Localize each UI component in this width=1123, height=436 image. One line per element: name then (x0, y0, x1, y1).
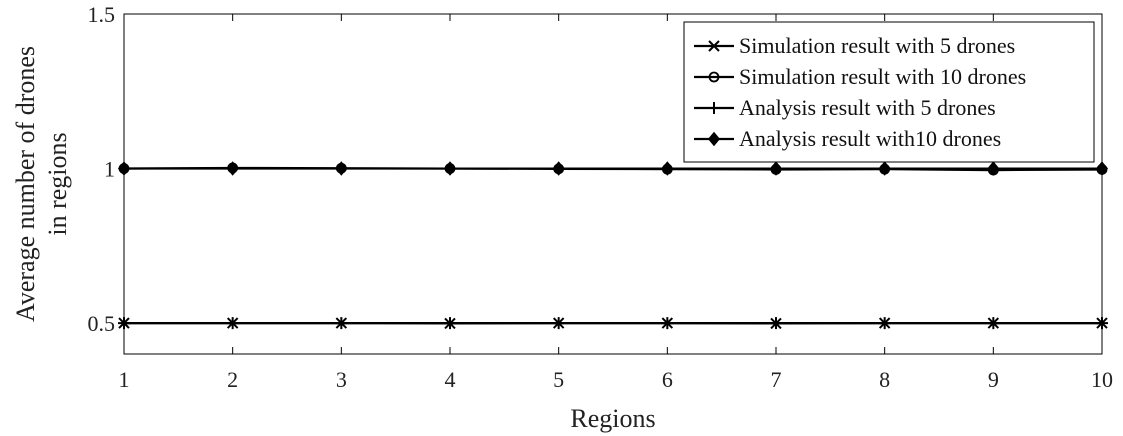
data-point (987, 161, 1000, 176)
x-tick-label: 4 (445, 367, 456, 392)
y-tick-label: 1 (104, 157, 115, 182)
legend-marker (708, 71, 720, 83)
legend-label: Simulation result with 5 drones (739, 33, 1015, 58)
legend-box (683, 21, 1095, 163)
legend-item-3: Analysis result with10 drones (694, 126, 1001, 151)
legend: Simulation result with 5 drones Simulatio… (683, 21, 1095, 163)
data-point (552, 161, 565, 176)
data-point (878, 161, 891, 176)
x-tick-label: 3 (336, 367, 347, 392)
x-tick-label: 8 (879, 367, 890, 392)
data-point (987, 317, 1000, 330)
legend-marker (708, 102, 720, 114)
y-axis-label-line-2: in regions (43, 132, 72, 235)
y-axis-label-line-1: Average number of drones (11, 46, 40, 322)
x-tick-label: 5 (553, 367, 564, 392)
y-tick-label: 1.5 (88, 2, 116, 27)
data-point (552, 317, 565, 330)
data-point (661, 317, 674, 330)
data-series (117, 161, 1109, 330)
series-3 (117, 161, 1109, 176)
axis-ticks: 1 2 3 4 5 6 7 8 9 10 0.5 1 1.5 (88, 2, 1114, 392)
data-point (443, 161, 457, 176)
x-tick-label: 7 (771, 367, 782, 392)
data-point (770, 317, 782, 330)
x-tick-label: 1 (119, 367, 130, 392)
data-point (335, 317, 348, 330)
data-point (769, 161, 783, 176)
data-point (661, 161, 674, 176)
x-tick-label: 9 (988, 367, 999, 392)
x-tick-label: 10 (1091, 367, 1113, 392)
data-point (1096, 317, 1108, 330)
legend-label: Analysis result with 5 drones (739, 95, 996, 120)
legend-marker (708, 40, 720, 52)
data-point (226, 161, 239, 176)
data-point (117, 161, 131, 176)
data-point (444, 317, 456, 330)
series-2 (118, 317, 1108, 330)
data-point (335, 161, 348, 176)
legend-item-2: Analysis result with 5 drones (694, 95, 996, 120)
axes-frame (123, 13, 1103, 355)
data-point (226, 317, 239, 330)
data-point (1095, 161, 1109, 176)
legend-label: Analysis result with10 drones (739, 126, 1001, 151)
legend-item-0: Simulation result with 5 drones (694, 33, 1015, 58)
x-axis-label: Regions (570, 404, 655, 433)
x-tick-label: 6 (662, 367, 673, 392)
legend-marker (707, 131, 721, 147)
x-tick-label: 2 (227, 367, 238, 392)
y-tick-label: 0.5 (88, 311, 116, 336)
data-point (878, 317, 891, 330)
legend-label: Simulation result with 10 drones (739, 64, 1026, 89)
legend-item-1: Simulation result with 10 drones (694, 64, 1026, 89)
data-point (118, 317, 130, 330)
